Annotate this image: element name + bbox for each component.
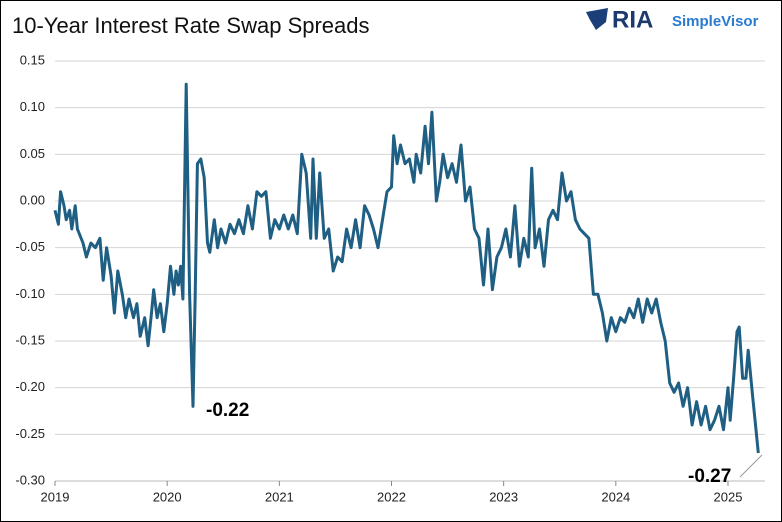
x-tick-label: 2022 xyxy=(377,489,406,504)
data-line xyxy=(53,82,760,454)
annotation: -0.22 xyxy=(206,400,249,421)
x-tick-label: 2019 xyxy=(41,489,70,504)
x-tick-label: 2023 xyxy=(489,489,518,504)
annotation: -0.27 xyxy=(688,466,731,487)
y-tick-label: -0.15 xyxy=(15,332,45,347)
y-tick-label: -0.10 xyxy=(15,286,45,301)
x-tick-label: 2020 xyxy=(153,489,182,504)
x-tick-label: 2021 xyxy=(265,489,294,504)
x-tick-label: 2024 xyxy=(601,489,630,504)
x-tick-label: 2025 xyxy=(714,489,743,504)
y-tick-label: 0.00 xyxy=(20,192,45,207)
y-tick-label: 0.05 xyxy=(20,146,45,161)
annotation-leader xyxy=(739,454,763,478)
logo: RIA SimpleVisor xyxy=(586,6,759,33)
logo-product: SimpleVisor xyxy=(672,13,759,30)
y-tick-label: 0.15 xyxy=(20,52,45,67)
y-tick-label: -0.05 xyxy=(15,239,45,254)
logo-icon xyxy=(586,8,608,30)
logo-brand: RIA xyxy=(612,6,653,33)
y-tick-label: -0.20 xyxy=(15,379,45,394)
y-tick-label: -0.30 xyxy=(15,472,45,487)
chart-title: 10-Year Interest Rate Swap Spreads xyxy=(12,13,370,38)
y-tick-label: -0.25 xyxy=(15,426,45,441)
y-tick-label: 0.10 xyxy=(20,99,45,114)
